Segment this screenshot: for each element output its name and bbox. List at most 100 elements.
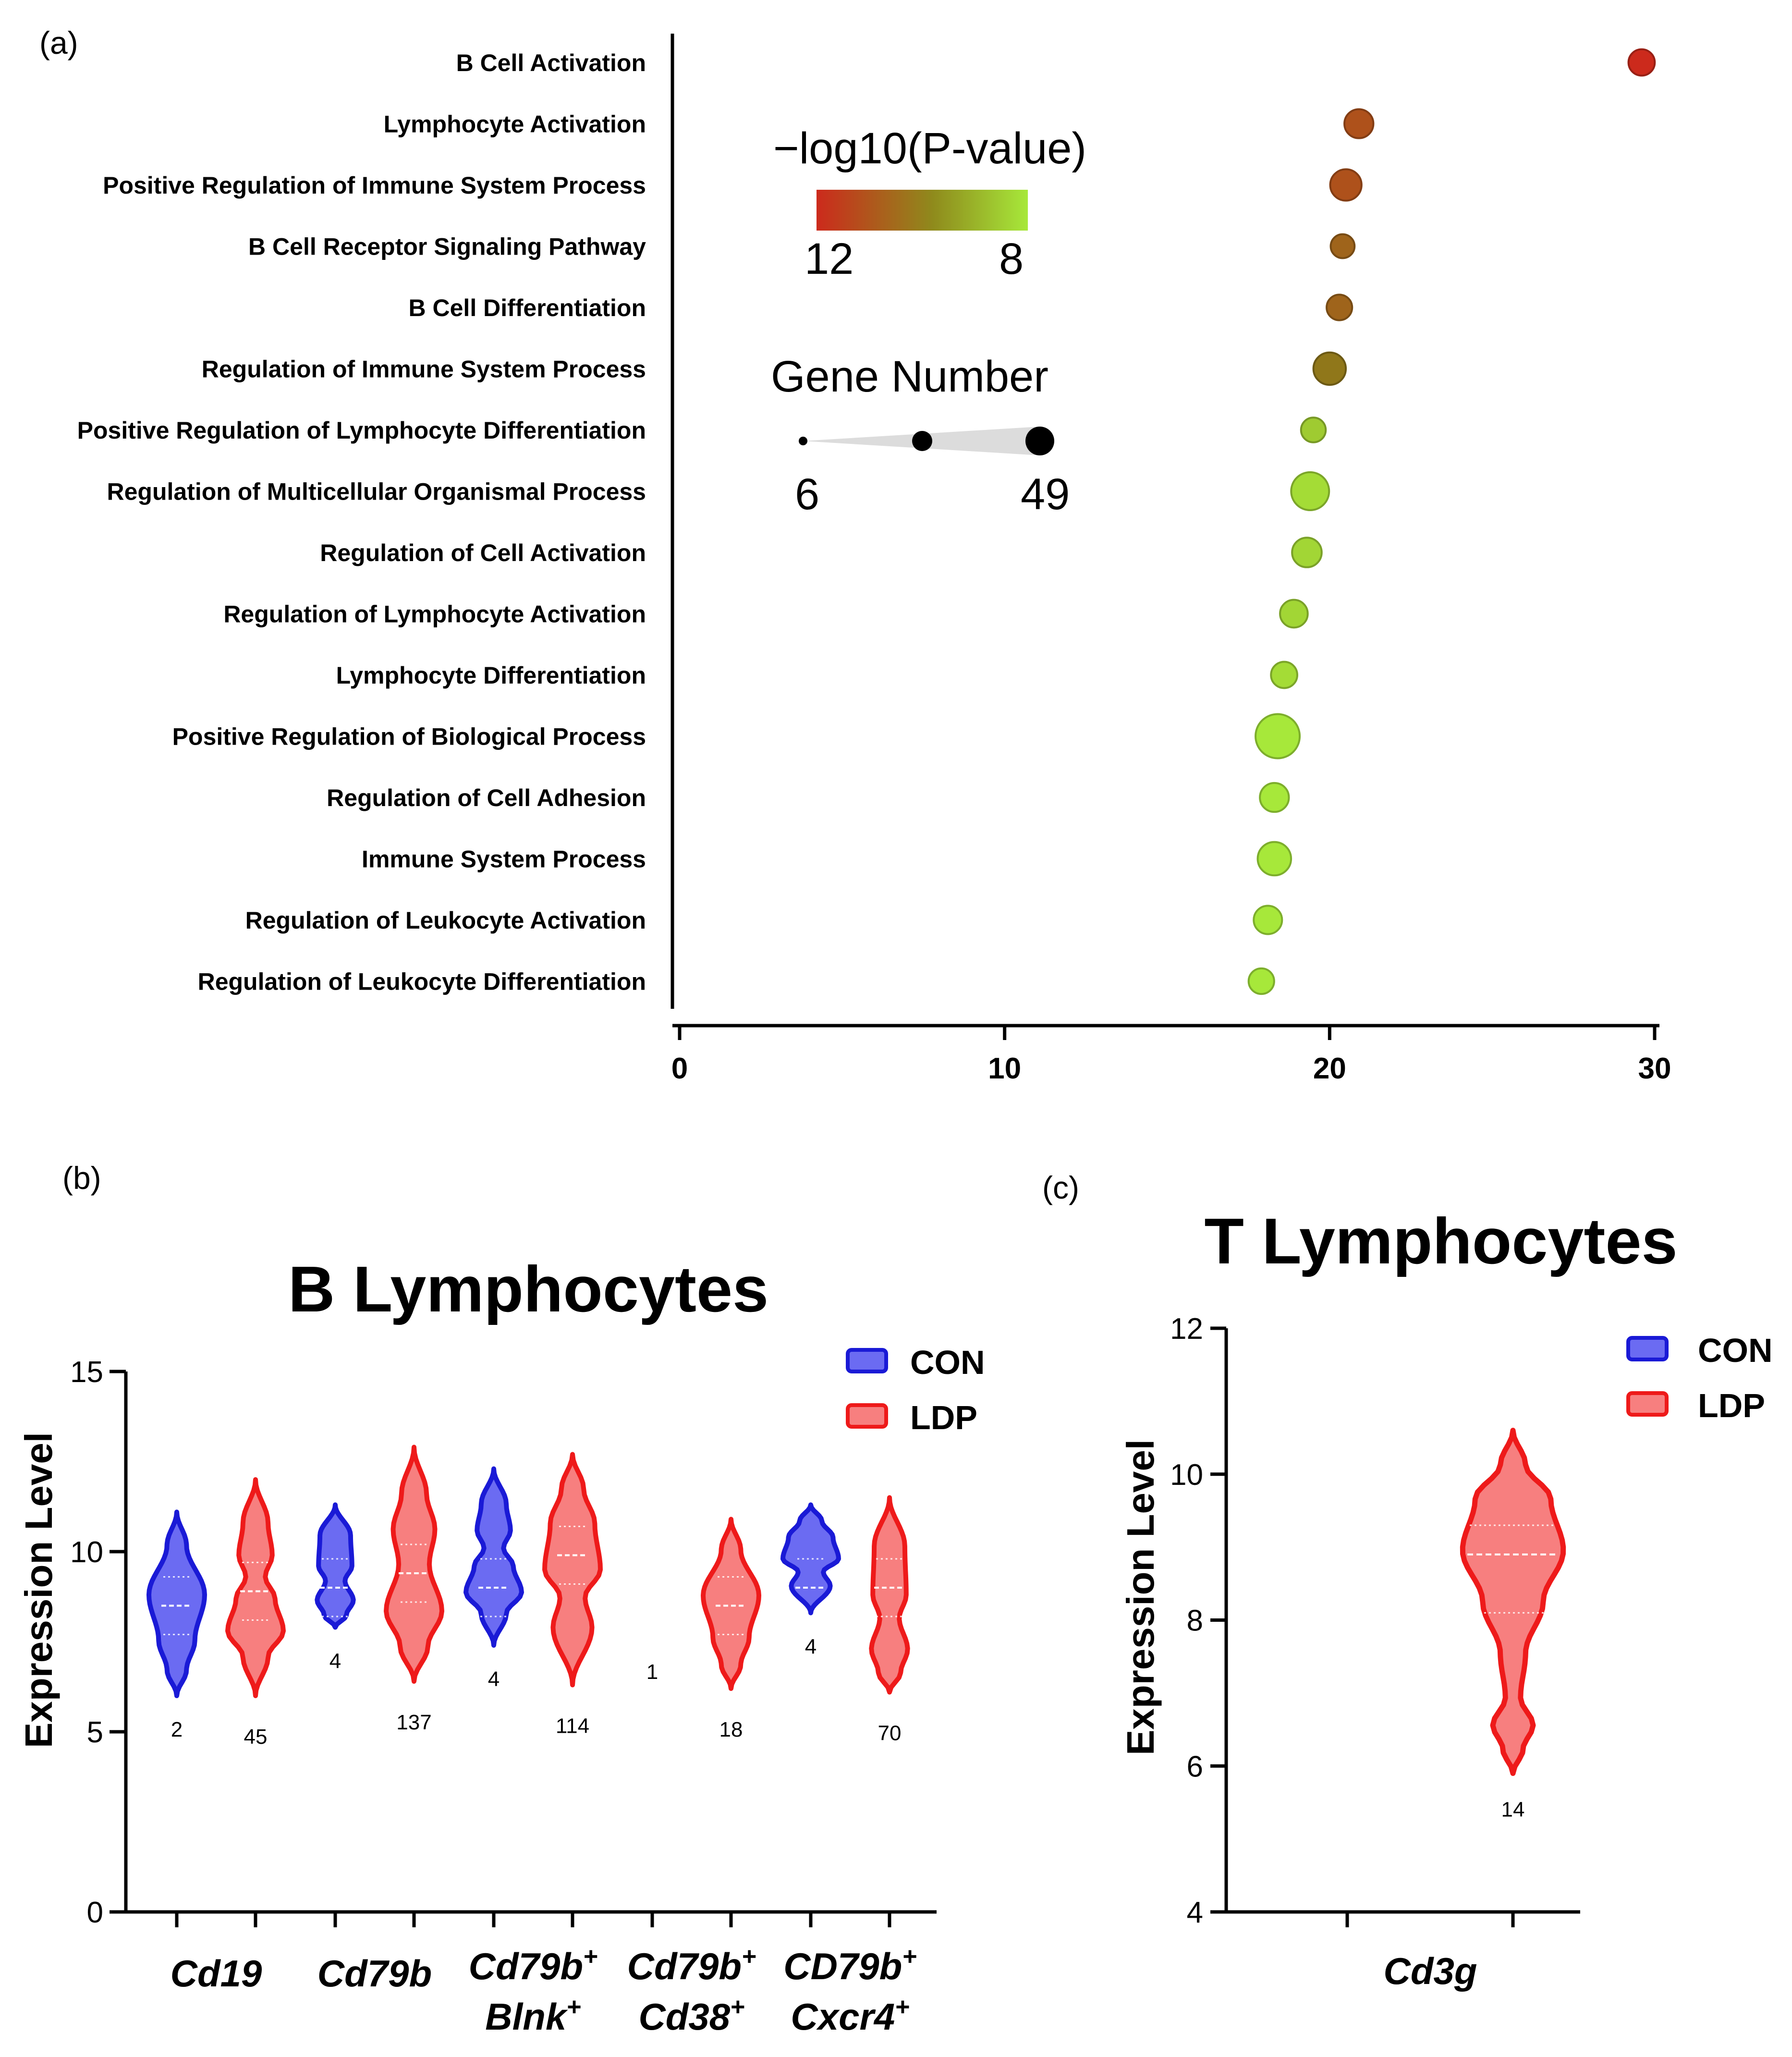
- b-violin-con: [780, 1502, 841, 1616]
- b-n-label: 114: [556, 1714, 589, 1738]
- a-category-label: Regulation of Cell Activation: [320, 539, 646, 566]
- c-ytick-label: 6: [1187, 1750, 1203, 1783]
- b-xtick-label: Cd79b: [317, 1952, 432, 1995]
- a-category-label: Positive Regulation of Biological Proces…: [172, 723, 646, 750]
- panel-b-violin-plot: B Lymphocytes Expression Level 0 5 10 15 2 4…: [17, 1253, 985, 2038]
- c-violin-ldp: [1460, 1428, 1566, 1776]
- b-ytick-label: 10: [70, 1536, 103, 1569]
- a-category-label: Regulation of Multicellular Organismal P…: [107, 478, 646, 505]
- b-violin-ldp: [542, 1452, 603, 1688]
- legend-c-ldp-swatch: [1626, 1391, 1669, 1417]
- legend-b-ldp-label: LDP: [910, 1399, 977, 1436]
- legend-gene-dot-mid: [912, 431, 932, 451]
- b-violin-con: [463, 1466, 524, 1648]
- a-xtick-label: 10: [988, 1052, 1021, 1085]
- b-n-label: 4: [329, 1650, 341, 1673]
- a-dot: [1291, 537, 1323, 568]
- a-dot: [1259, 782, 1290, 813]
- panel-label-c: (c): [1042, 1170, 1079, 1205]
- b-n-label: 45: [244, 1725, 268, 1749]
- a-dot: [1256, 841, 1292, 877]
- panel-label-b: (b): [62, 1160, 101, 1196]
- a-xtick-label: 30: [1638, 1052, 1671, 1085]
- legend-b-con-swatch: [846, 1348, 888, 1373]
- a-category-label: Lymphocyte Differentiation: [336, 662, 646, 689]
- a-category-label: B Cell Receptor Signaling Pathway: [248, 233, 646, 260]
- a-category-label: B Cell Activation: [456, 49, 646, 76]
- b-xtick-label: CD79b+: [783, 1943, 916, 1987]
- legend-pvalue-title: −log10(P-value): [773, 124, 1086, 173]
- a-dot: [1270, 661, 1298, 689]
- legend-c-ldp-label: LDP: [1698, 1387, 1765, 1424]
- a-dot: [1279, 599, 1309, 629]
- panel-b-ylabel: Expression Level: [17, 1432, 60, 1748]
- b-violin-ldp: [869, 1495, 910, 1695]
- legend-gene-min: 6: [795, 470, 819, 519]
- a-category-label: Immune System Process: [362, 846, 646, 873]
- a-dot: [1326, 294, 1353, 321]
- b-xtick-label: Cd79b+: [627, 1943, 756, 1987]
- legend-b-con-label: CON: [910, 1344, 985, 1381]
- a-category-label: Regulation of Lymphocyte Activation: [223, 601, 646, 628]
- b-violin-ldp: [701, 1517, 761, 1691]
- c-ytick-label: 10: [1170, 1458, 1203, 1492]
- legend-gene-title: Gene Number: [771, 352, 1048, 401]
- a-xtick-label: 0: [671, 1052, 688, 1085]
- a-dot: [1253, 905, 1283, 935]
- b-n-label: 1: [646, 1660, 658, 1684]
- legend-b-ldp-swatch: [846, 1403, 888, 1429]
- panel-label-a: (a): [39, 25, 78, 61]
- panel-c-ylabel: Expression Level: [1119, 1439, 1162, 1755]
- b-xtick-label-line2: Blnk+: [485, 1993, 581, 2038]
- a-dot: [1312, 351, 1347, 386]
- b-ytick-label: 0: [87, 1896, 103, 1929]
- b-violin-con: [315, 1502, 356, 1630]
- b-ytick-label: 5: [87, 1716, 103, 1749]
- b-xtick-label-line2: Cd38+: [638, 1993, 744, 2038]
- a-category-label: Regulation of Immune System Process: [202, 356, 646, 383]
- b-xtick-label: Cd79b+: [469, 1943, 598, 1987]
- a-category-label: Positive Regulation of Immune System Pro…: [103, 172, 646, 199]
- b-n-label: 18: [719, 1718, 743, 1741]
- a-dot: [1329, 168, 1363, 202]
- c-xtick-label: Cd3g: [1384, 1950, 1477, 1992]
- b-n-label: 70: [878, 1722, 902, 1745]
- a-dot: [1300, 416, 1327, 443]
- b-n-label: 137: [396, 1711, 431, 1734]
- a-category-label: B Cell Differentiation: [409, 294, 646, 321]
- a-dot: [1329, 233, 1356, 259]
- b-violin-ldp: [384, 1445, 444, 1684]
- b-ytick-label: 15: [70, 1356, 103, 1389]
- panel-c-violin-plot: T Lymphocytes Expression Level 4 6 8 10 12 1…: [1119, 1205, 1773, 1992]
- a-category-label: Regulation of Cell Adhesion: [327, 784, 646, 811]
- c-n-label: 14: [1501, 1798, 1525, 1821]
- a-dot: [1247, 967, 1275, 995]
- a-category-label: Positive Regulation of Lymphocyte Differ…: [77, 417, 646, 444]
- b-violin-ldp: [225, 1477, 286, 1698]
- b-xtick-label-line2: Cxcr4+: [791, 1993, 909, 2038]
- panel-b-title: B Lymphocytes: [288, 1253, 768, 1325]
- b-n-label: 4: [488, 1667, 500, 1691]
- c-ytick-label: 4: [1187, 1896, 1203, 1929]
- legend-c-con-label: CON: [1698, 1332, 1773, 1369]
- legend-pvalue-min: 12: [805, 234, 853, 283]
- legend-pvalue-gradient: [817, 190, 1028, 231]
- c-ytick-label: 12: [1170, 1312, 1203, 1346]
- a-dot: [1343, 108, 1375, 139]
- a-xtick-label: 20: [1313, 1052, 1346, 1085]
- legend-pvalue-max: 8: [999, 234, 1024, 283]
- legend-c-con-swatch: [1626, 1336, 1669, 1361]
- b-n-label: 2: [171, 1718, 183, 1741]
- legend-gene-dot-large: [1025, 427, 1054, 455]
- a-category-label: Regulation of Leukocyte Activation: [245, 907, 646, 934]
- panel-a-dot-plot: B Cell Activation Lymphocyte Activation Po…: [77, 34, 1671, 1085]
- b-violin-con: [146, 1509, 207, 1698]
- legend-gene-max: 49: [1021, 470, 1070, 519]
- a-category-label: Regulation of Leukocyte Differentiation: [198, 968, 646, 995]
- a-category-label: Lymphocyte Activation: [384, 111, 646, 138]
- a-dot: [1627, 48, 1656, 77]
- b-xtick-label: Cd19: [171, 1952, 262, 1995]
- a-dot: [1290, 471, 1330, 511]
- panel-c-title: T Lymphocytes: [1204, 1205, 1677, 1277]
